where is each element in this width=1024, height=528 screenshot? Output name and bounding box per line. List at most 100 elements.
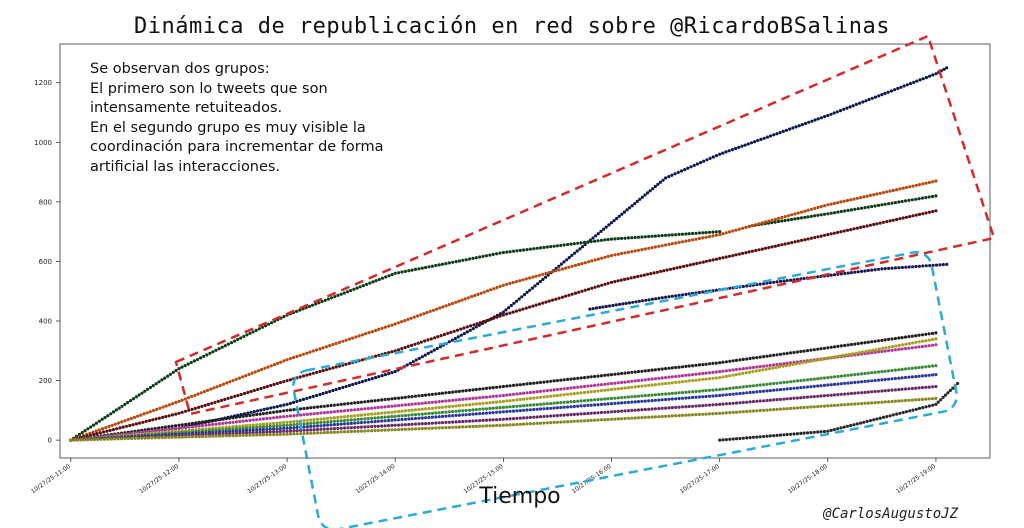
data-point (945, 66, 949, 70)
data-point (596, 389, 600, 393)
data-point (680, 413, 685, 417)
data-point (792, 406, 796, 410)
data-point (115, 427, 119, 431)
data-point (582, 399, 587, 403)
data-point (577, 290, 581, 294)
data-point (653, 245, 658, 249)
data-point (326, 297, 330, 301)
data-point (626, 400, 631, 404)
data-point (765, 281, 769, 285)
data-point (545, 380, 549, 384)
data-point (737, 252, 741, 256)
data-point (346, 426, 350, 430)
data-point (802, 349, 806, 353)
data-point (821, 357, 825, 361)
data-point (97, 428, 101, 432)
data-point (278, 404, 283, 408)
data-point (201, 424, 205, 428)
data-point (603, 238, 607, 242)
data-point (444, 426, 448, 430)
data-point (248, 433, 252, 437)
data-point (759, 137, 763, 141)
data-point (787, 363, 792, 367)
data-point (614, 303, 618, 307)
data-point (508, 311, 512, 315)
data-point (511, 310, 515, 314)
data-point (745, 400, 749, 404)
data-point (822, 376, 827, 380)
data-point (363, 413, 367, 417)
data-point (491, 252, 495, 256)
data-point (121, 425, 125, 429)
data-point (478, 407, 482, 411)
data-point (782, 433, 786, 437)
data-point (468, 408, 472, 412)
data-point (272, 416, 276, 420)
data-point (309, 424, 313, 428)
data-point (890, 348, 894, 352)
data-point (228, 425, 232, 429)
data-point (505, 282, 509, 286)
data-point (633, 400, 637, 404)
annotation-line: Se observan dos grupos: (90, 61, 270, 77)
data-point (481, 418, 485, 422)
data-point (853, 207, 857, 211)
data-point (881, 191, 886, 195)
data-point (413, 402, 418, 406)
data-point (730, 148, 735, 152)
data-point (931, 343, 935, 347)
data-point (903, 375, 908, 380)
data-point (380, 411, 384, 415)
data-point (408, 361, 412, 365)
data-point (446, 331, 450, 335)
data-point (356, 421, 360, 425)
data-point (621, 302, 625, 306)
data-point (910, 386, 914, 391)
data-point (366, 399, 370, 403)
data-point (728, 359, 732, 363)
data-point (102, 430, 106, 434)
data-point (594, 234, 598, 238)
data-point (697, 236, 702, 241)
data-point (836, 344, 840, 348)
data-point (812, 405, 816, 409)
data-point (691, 238, 695, 242)
data-point (453, 336, 457, 341)
data-point (884, 346, 888, 350)
data-point (907, 198, 911, 202)
data-point (199, 356, 203, 360)
data-point (214, 422, 218, 426)
data-point (758, 282, 762, 286)
data-point (897, 376, 901, 380)
data-point (782, 387, 786, 391)
data-point (252, 388, 256, 393)
data-point (459, 333, 463, 337)
data-point (697, 404, 702, 408)
data-point (829, 428, 833, 432)
data-point (945, 262, 949, 266)
data-point (419, 313, 423, 317)
data-point (498, 314, 502, 318)
data-point (843, 374, 847, 378)
data-point (853, 402, 857, 406)
data-point (256, 369, 261, 373)
data-point (383, 419, 387, 423)
data-point (626, 380, 631, 384)
data-point (180, 426, 184, 430)
data-point (599, 418, 604, 422)
data-point (351, 382, 355, 387)
data-point (150, 429, 154, 433)
data-point (816, 235, 820, 239)
data-point (891, 345, 895, 349)
data-point (880, 349, 884, 354)
data-point (339, 426, 343, 430)
data-point (136, 436, 140, 440)
data-point (465, 325, 469, 329)
data-point (434, 406, 438, 410)
data-point (698, 261, 702, 265)
data-point (103, 416, 107, 420)
data-point (596, 383, 600, 387)
data-point (170, 427, 174, 431)
data-point (805, 431, 810, 435)
data-point (694, 404, 698, 408)
